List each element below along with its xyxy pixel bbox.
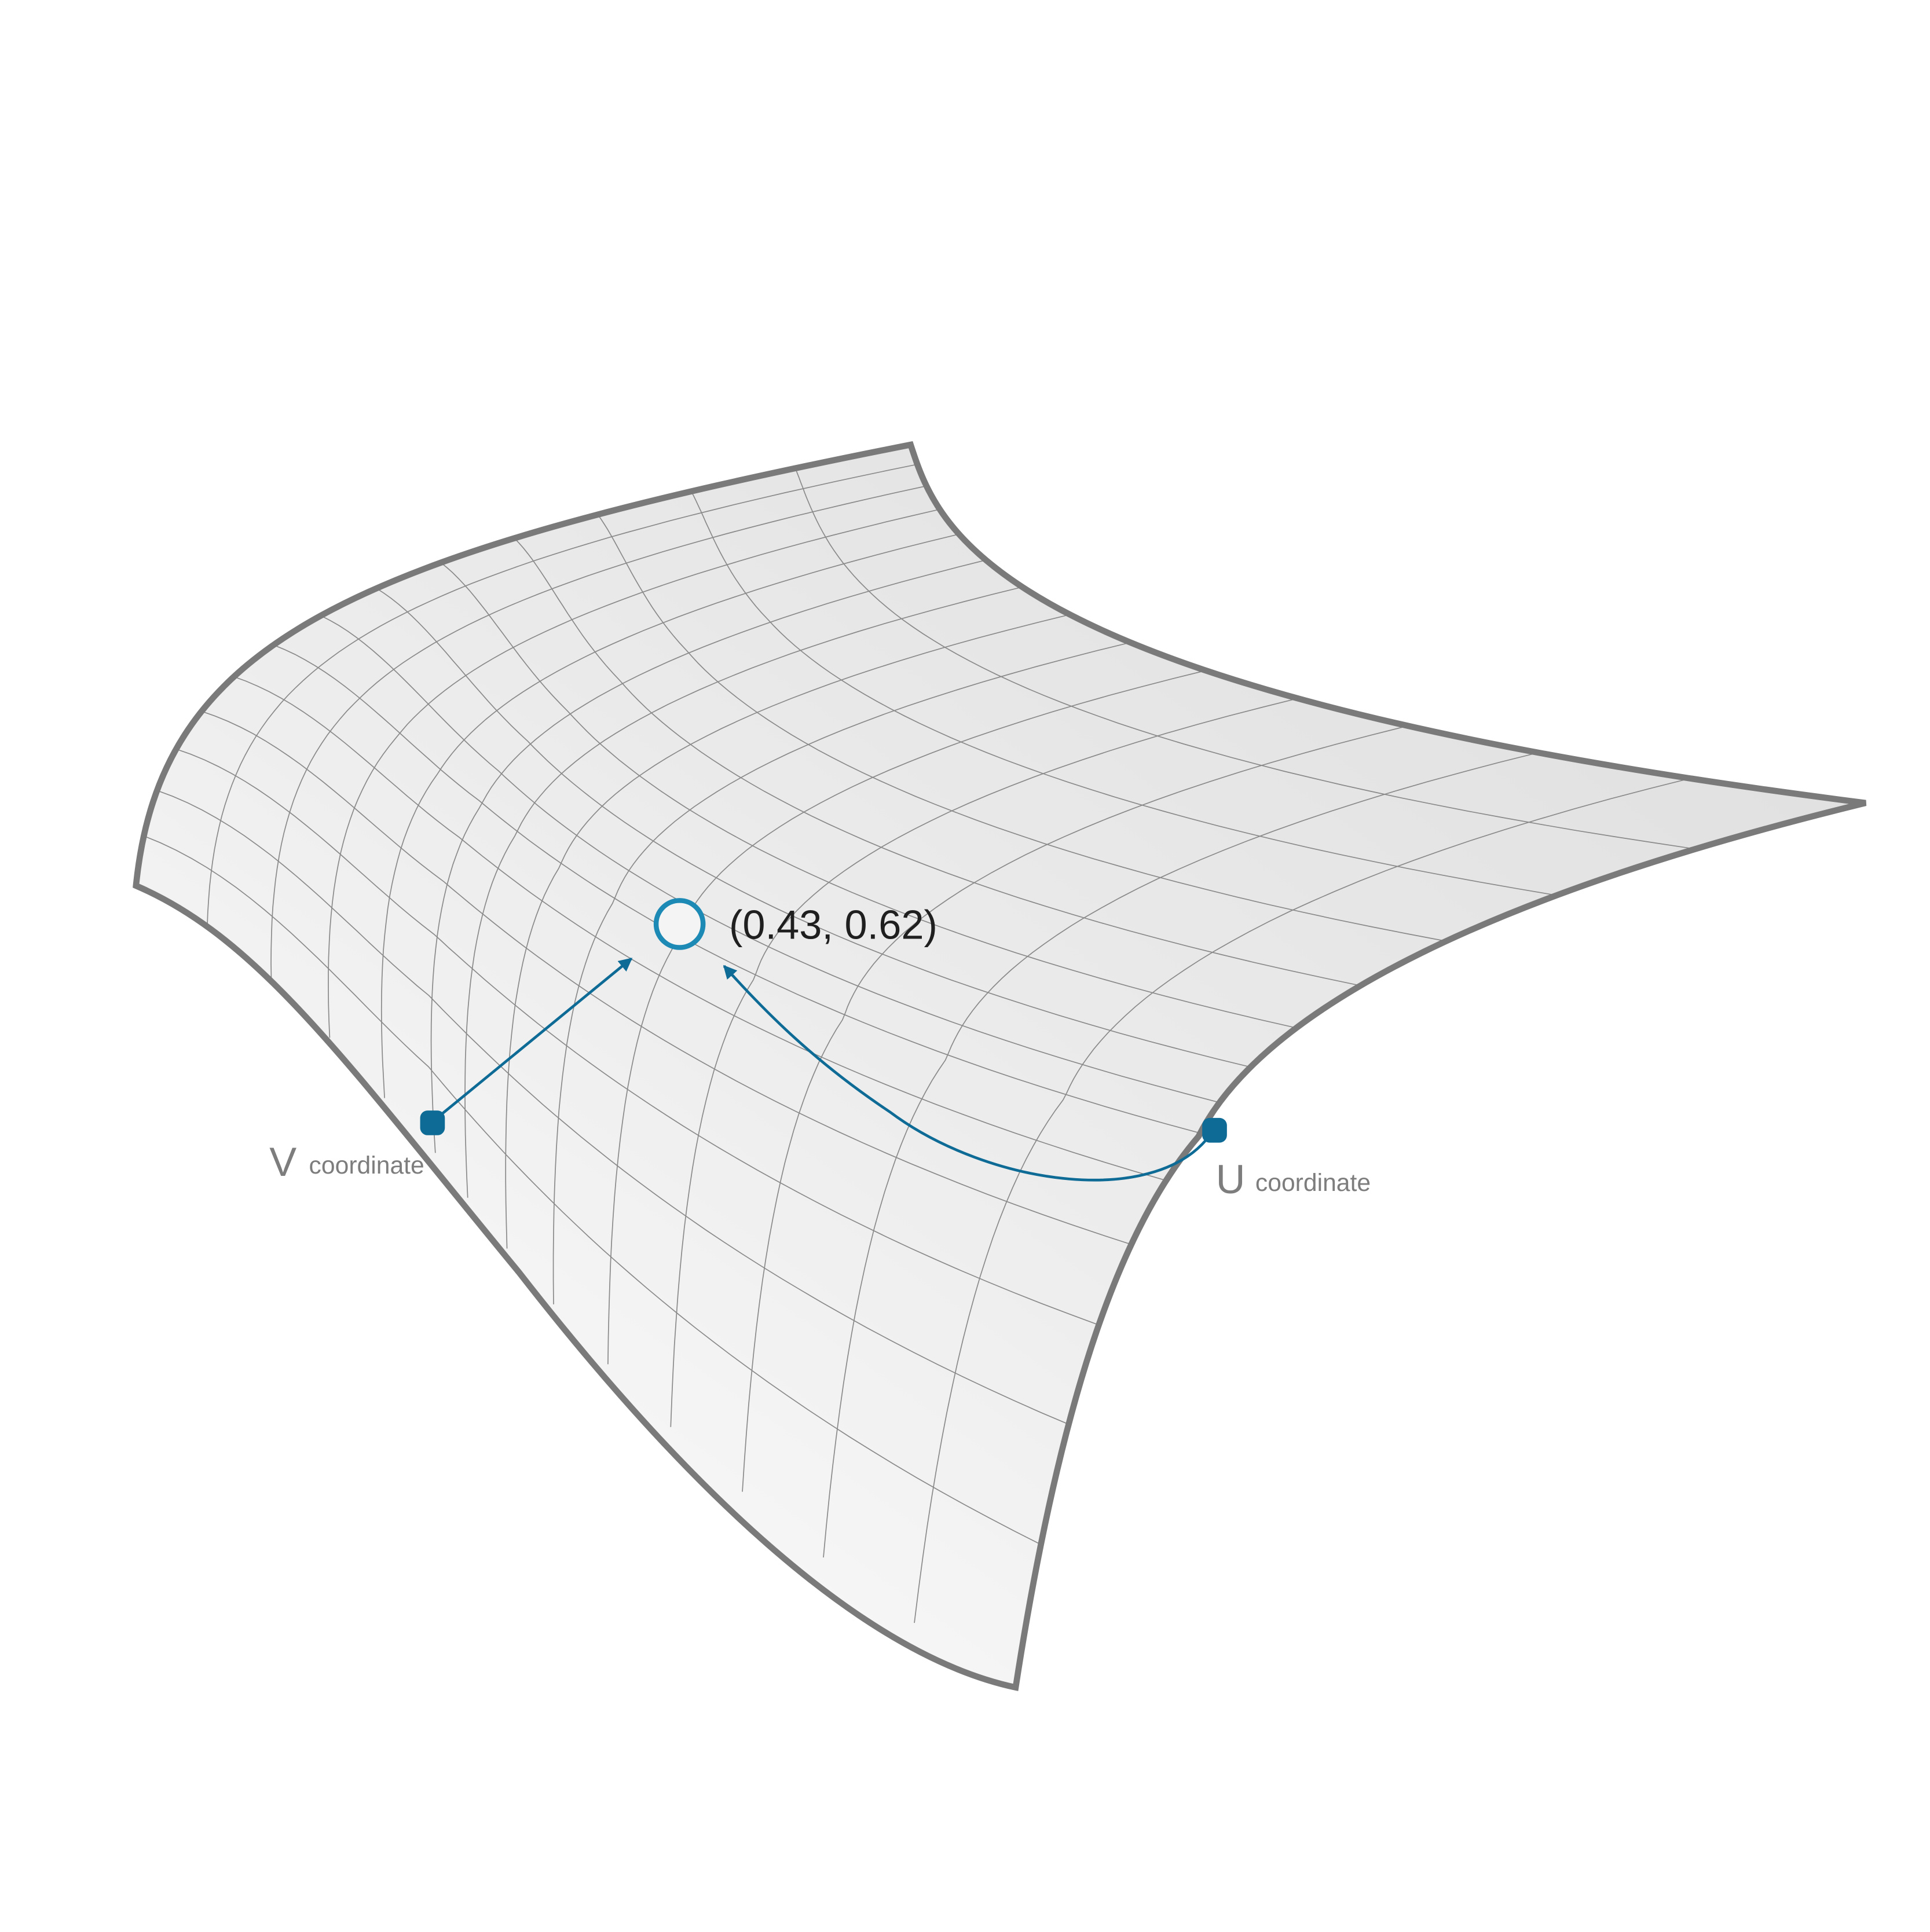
surface-grid (143, 464, 1696, 1623)
grid-line-v (430, 559, 986, 1153)
surface-patch (135, 445, 1866, 1688)
v-coordinate-arrow (431, 957, 633, 1123)
v-axis-word: coordinate (309, 1152, 424, 1179)
v-coordinate-marker[interactable] (420, 1110, 445, 1135)
grid-line-v (328, 508, 940, 1038)
grid-line-v (552, 641, 1131, 1304)
grid-line-v (742, 725, 1408, 1492)
grid-line-v (505, 614, 1070, 1249)
target-point-marker[interactable] (653, 898, 706, 950)
grid-line-v (380, 533, 959, 1098)
u-axis-letter: U (1216, 1156, 1246, 1202)
u-coordinate-arrow (723, 965, 1215, 1182)
v-axis-letter: V (269, 1139, 296, 1185)
u-axis-word: coordinate (1255, 1169, 1371, 1197)
surface-outline (133, 441, 1867, 1691)
grid-line-v (823, 752, 1539, 1558)
grid-line-v (270, 485, 927, 979)
u-coordinate-marker[interactable] (1202, 1117, 1227, 1143)
grid-line-v (464, 586, 1023, 1198)
grid-line-v (914, 778, 1690, 1623)
grid-line-v (670, 698, 1298, 1427)
grid-line-v (207, 464, 918, 926)
point-coordinates-label: (0.43, 0.62) (729, 902, 937, 948)
